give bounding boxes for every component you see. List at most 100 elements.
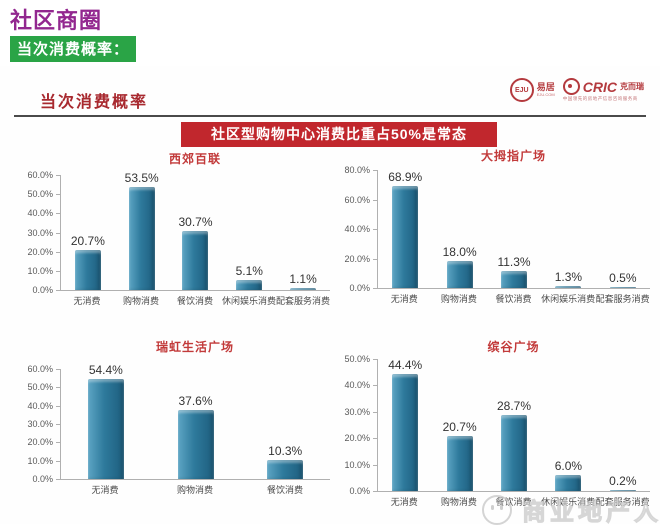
bar-column: 68.9% [378, 170, 432, 288]
logos: EJU 易居 EJU.COM CRIC 克而瑞 中国领先的房地产信息咨询服务商 [509, 78, 644, 102]
bar-value-label: 1.1% [289, 272, 317, 286]
y-axis-tick-label: 30.0% [27, 227, 53, 238]
chart-title: 西郊百联 [168, 152, 221, 166]
y-axis-tick-label: 30.0% [27, 419, 53, 429]
bar-column: 1.3% [541, 270, 595, 288]
bar [555, 475, 582, 491]
chart-xijiao-bailian: 西郊百联 60.0% 50.0% 40.0% 30.0% 20.0% 10.0% 0.0% 20… [18, 150, 330, 307]
y-axis-tick-mark [56, 232, 60, 234]
bar-value-label: 20.7% [70, 234, 105, 248]
category-label: 餐饮消费 [176, 296, 213, 306]
y-axis-tick-label: 50.0% [27, 382, 53, 393]
bar [182, 231, 209, 290]
category-label: 购物消费 [440, 497, 477, 507]
y-axis-tick-label: 30.0% [344, 406, 370, 417]
category-label: 休闲娱乐消费 [541, 294, 596, 304]
bar [128, 187, 155, 290]
category-label: 餐饮消费 [495, 497, 532, 507]
y-axis-tick-label: 60.0% [344, 194, 370, 205]
y-axis-tick-label: 50.0% [344, 354, 370, 364]
category-label: 购物消费 [122, 296, 159, 306]
bar-column: 20.7% [61, 234, 115, 290]
bar-column: 1.1% [276, 272, 330, 290]
y-axis-tick-mark [56, 442, 60, 444]
bar-value-label: 28.7% [497, 399, 532, 413]
bar [446, 436, 473, 491]
y-axis-tick-label: 50.0% [27, 189, 53, 200]
category-label: 配套服务消费 [275, 296, 330, 306]
y-axis-tick-label: 20.0% [344, 253, 370, 264]
chart-title: 瑞虹生活广场 [155, 340, 234, 354]
bar [74, 250, 101, 290]
cric-name: CRIC [582, 78, 617, 95]
category-label: 购物消费 [176, 485, 213, 495]
category-label: 无消费 [390, 497, 418, 507]
category-label: 休闲娱乐消费 [221, 296, 276, 306]
bar-value-label: 54.4% [88, 363, 123, 377]
bar [392, 186, 419, 288]
y-axis-tick-label: 0.0% [32, 285, 53, 295]
y-axis-tick-mark [56, 405, 60, 407]
bar-column: 44.4% [378, 358, 432, 491]
eju-logo: EJU 易居 EJU.COM [509, 78, 555, 102]
category-label: 餐饮消费 [266, 485, 303, 495]
y-axis-tick-label: 10.0% [344, 459, 370, 470]
bar-column: 30.7% [169, 215, 223, 290]
category-label: 无消费 [73, 296, 101, 306]
y-axis-tick-label: 40.0% [344, 224, 370, 234]
y-axis-tick-mark [56, 290, 60, 291]
y-axis-tick-mark [56, 460, 60, 462]
bar-value-label: 37.6% [178, 394, 213, 408]
bar-value-label: 20.7% [442, 420, 477, 434]
bar [501, 271, 528, 288]
bar-value-label: 5.1% [235, 264, 263, 278]
y-axis-tick-label: 0.0% [349, 486, 370, 496]
chart-damuzhi-plaza: 大拇指广场 80.0% 60.0% 40.0% 20.0% 0.0% 68.9% 18.0% 1… [335, 147, 650, 305]
y-axis-tick-label: 10.0% [27, 265, 53, 276]
category-label: 配套服务消费 [595, 294, 650, 304]
y-axis-tick-mark [373, 491, 377, 492]
bar [609, 287, 636, 288]
eju-name: 易居 [536, 82, 555, 92]
y-axis-tick-label: 60.0% [27, 364, 53, 374]
y-axis-tick-label: 20.0% [27, 437, 53, 448]
bar-value-label: 18.0% [442, 245, 477, 259]
bar-value-label: 0.5% [609, 271, 637, 285]
bar-column: 18.0% [432, 245, 486, 288]
chart-ruihong-life-plaza: 瑞虹生活广场 60.0% 50.0% 40.0% 30.0% 20.0% 10.0% 0.0%… [18, 338, 330, 496]
y-axis-tick-mark [56, 369, 60, 370]
y-axis-tick-mark [56, 251, 60, 253]
bar [446, 261, 473, 288]
y-axis-tick-mark [373, 385, 377, 387]
bar [392, 374, 419, 491]
y-axis-tick-label: 40.0% [27, 400, 53, 411]
cric-cn: 克而瑞 [620, 81, 644, 91]
y-axis-tick-mark [373, 170, 377, 171]
y-axis-tick-label: 40.0% [344, 380, 370, 391]
bar-value-label: 44.4% [388, 358, 423, 372]
bar-column: 6.0% [541, 459, 595, 491]
y-axis-tick-mark [56, 175, 60, 176]
bar-column: 10.3% [240, 444, 330, 479]
bar-column: 0.5% [596, 271, 650, 288]
bar [236, 280, 263, 290]
key-message-banner: 社区型购物中心消费比重占50%是常态 [181, 122, 497, 147]
y-axis-tick-mark [373, 464, 377, 466]
bar-value-label: 68.9% [388, 170, 423, 184]
y-axis-tick-label: 0.0% [32, 474, 53, 484]
category-label: 无消费 [390, 294, 418, 304]
y-axis-tick-label: 80.0% [344, 165, 370, 175]
bar [609, 490, 636, 491]
page-subtitle: 当次消费概率： [10, 36, 137, 62]
category-label: 餐饮消费 [495, 294, 532, 304]
category-label: 配套服务消费 [595, 497, 650, 507]
bar-column: 11.3% [487, 255, 541, 288]
chart-bingu-plaza: 缤谷广场 50.0% 40.0% 30.0% 20.0% 10.0% 0.0% 44.4% 20… [335, 338, 650, 508]
y-axis-tick-mark [373, 199, 377, 201]
bar-column: 5.1% [222, 264, 276, 290]
y-axis-tick-label: 20.0% [344, 433, 370, 444]
bar-value-label: 1.3% [554, 270, 583, 284]
bar-value-label: 30.7% [178, 215, 213, 229]
y-axis-tick-mark [56, 270, 60, 272]
